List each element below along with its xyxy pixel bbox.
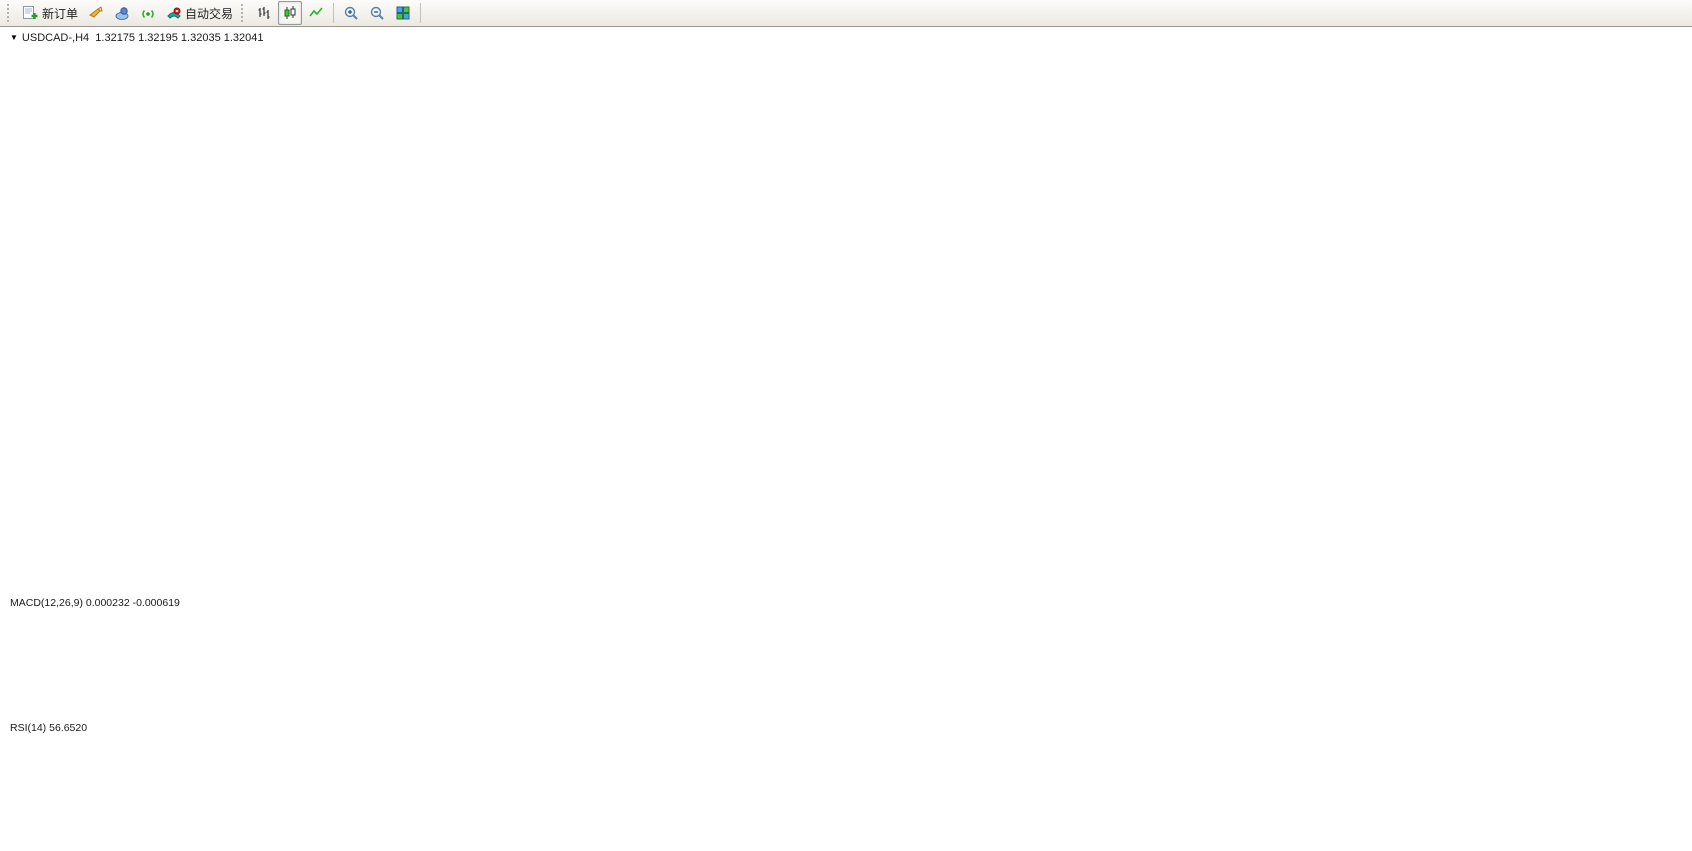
new-order-button-label: 新订单: [42, 6, 79, 21]
zoom-out-icon: [369, 5, 385, 21]
toolbar-separator: [333, 3, 335, 23]
profiles-button[interactable]: [110, 1, 134, 25]
macd-indicator-label: MACD(12,26,9) 0.000232 -0.000619: [10, 597, 180, 609]
macd-signal-value: -0.000619: [132, 597, 180, 609]
chart-ohlc-title: ▼ USDCAD-,H4 1.32175 1.32195 1.32035 1.32…: [10, 32, 264, 44]
zoom-in-button[interactable]: [339, 1, 363, 25]
zoom-in-icon: [343, 5, 359, 21]
chart-window[interactable]: ▼ USDCAD-,H4 1.32175 1.32195 1.32035 1.32…: [0, 27, 1692, 851]
toolbar-separator: [420, 3, 422, 23]
profiles-icon: [114, 5, 130, 21]
bar-chart-icon: [256, 5, 272, 21]
line-chart-icon: [308, 5, 324, 21]
line-chart-button[interactable]: [304, 1, 328, 25]
autotrading-button[interactable]: 自动交易: [162, 1, 237, 25]
toolbar-grip: [241, 4, 248, 22]
bar-chart-button[interactable]: [252, 1, 276, 25]
chart-canvas[interactable]: [0, 27, 1692, 851]
macd-name: MACD(12,26,9): [10, 597, 83, 609]
zoom-out-button[interactable]: [365, 1, 389, 25]
main-toolbar: 新订单 自动交易: [0, 0, 1692, 27]
ohlc-values: 1.32175 1.32195 1.32035 1.32041: [95, 32, 264, 44]
symbol-period-label: USDCAD-,H4: [21, 32, 90, 44]
megaphone-icon: [88, 5, 104, 21]
rsi-name: RSI(14): [10, 722, 47, 734]
macd-main-value: 0.000232: [85, 597, 130, 609]
autotrading-icon: [166, 5, 182, 21]
tile-windows-icon: [395, 5, 411, 21]
collapse-triangle-icon[interactable]: ▼: [10, 33, 18, 42]
new-order-button[interactable]: 新订单: [18, 1, 82, 25]
signals-icon: [140, 5, 156, 21]
toolbar-grip: [7, 4, 14, 22]
rsi-value: 56.6520: [49, 722, 88, 734]
styles-button[interactable]: [84, 1, 108, 25]
rsi-indicator-label: RSI(14) 56.6520: [10, 722, 87, 734]
tile-windows-button[interactable]: [391, 1, 415, 25]
candlestick-button[interactable]: [278, 1, 303, 25]
candlestick-icon: [282, 5, 298, 21]
new-order-icon: [22, 5, 39, 21]
autotrading-button-label: 自动交易: [185, 6, 234, 21]
signals-button[interactable]: [136, 1, 160, 25]
